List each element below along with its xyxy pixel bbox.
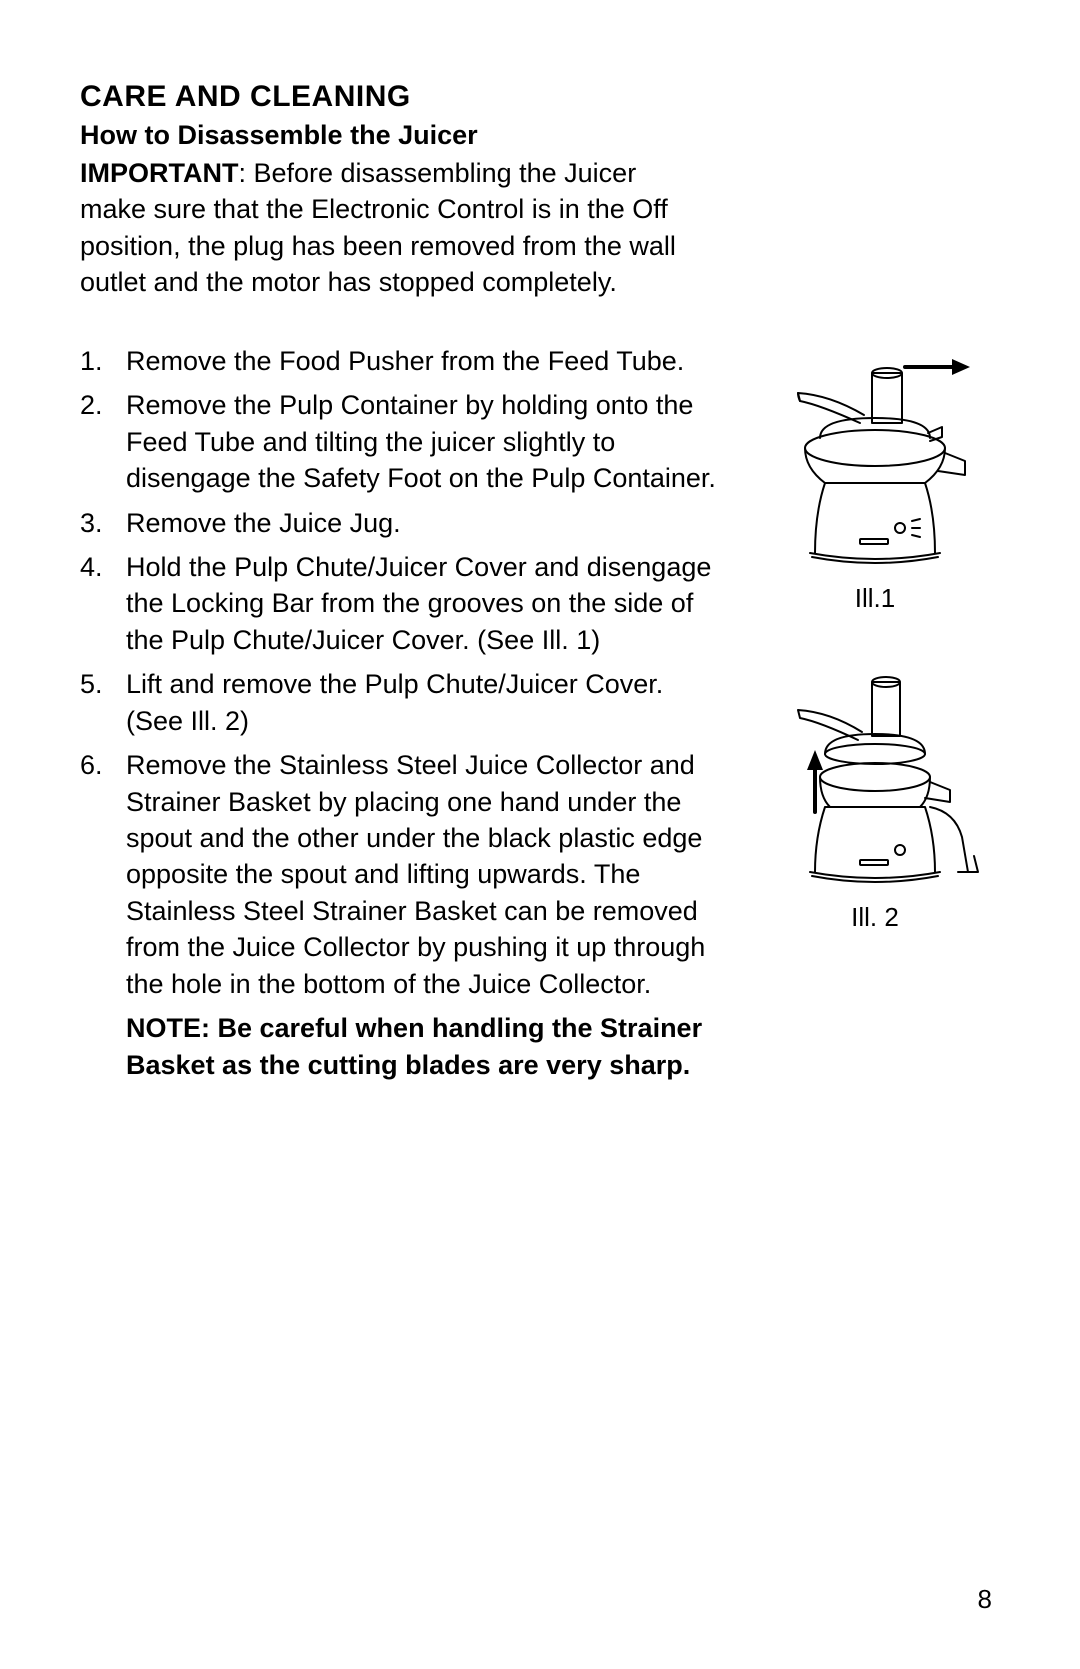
step-item: Lift and remove the Pulp Chute/Juicer Co… xyxy=(80,666,720,739)
content-row: Remove the Food Pusher from the Feed Tub… xyxy=(80,343,1000,1083)
step-item: Hold the Pulp Chute/Juicer Cover and dis… xyxy=(80,549,720,658)
figure-label: Ill.1 xyxy=(855,583,895,614)
figures-column: Ill.1 xyxy=(750,343,1000,961)
note-text: NOTE: Be careful when handling the Strai… xyxy=(80,1010,720,1083)
step-item: Remove the Food Pusher from the Feed Tub… xyxy=(80,343,720,379)
intro-paragraph: IMPORTANT: Before disassembling the Juic… xyxy=(80,155,700,301)
page-number: 8 xyxy=(978,1584,992,1615)
step-item: Remove the Stainless Steel Juice Collect… xyxy=(80,747,720,1002)
juicer-ill2-icon xyxy=(760,642,990,892)
steps-list: Remove the Food Pusher from the Feed Tub… xyxy=(80,343,720,1002)
juicer-ill1-icon xyxy=(760,343,990,573)
important-label: IMPORTANT xyxy=(80,158,238,188)
section-title: CARE AND CLEANING xyxy=(80,80,1000,114)
sub-title: How to Disassemble the Juicer xyxy=(80,120,1000,151)
step-item: Remove the Pulp Container by holding ont… xyxy=(80,387,720,496)
step-item: Remove the Juice Jug. xyxy=(80,505,720,541)
steps-column: Remove the Food Pusher from the Feed Tub… xyxy=(80,343,720,1083)
figure-label: Ill. 2 xyxy=(851,902,899,933)
manual-page: CARE AND CLEANING How to Disassemble the… xyxy=(0,0,1080,1669)
illustration-1: Ill.1 xyxy=(760,343,990,614)
illustration-2: Ill. 2 xyxy=(760,642,990,933)
